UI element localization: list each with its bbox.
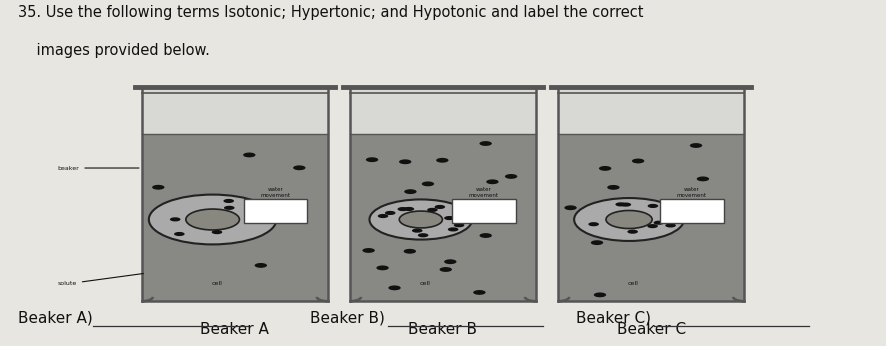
Circle shape bbox=[454, 223, 464, 227]
Text: water
movement: water movement bbox=[677, 187, 707, 198]
Bar bbox=[142, 134, 328, 301]
Circle shape bbox=[620, 202, 631, 207]
Circle shape bbox=[412, 229, 423, 233]
Text: water
movement: water movement bbox=[260, 187, 291, 198]
Text: Beaker B: Beaker B bbox=[408, 322, 478, 337]
Circle shape bbox=[648, 204, 658, 208]
Circle shape bbox=[366, 157, 378, 162]
Text: cell: cell bbox=[420, 281, 431, 286]
Circle shape bbox=[434, 205, 445, 209]
Circle shape bbox=[444, 259, 456, 264]
Circle shape bbox=[377, 214, 388, 218]
Text: 35. Use the following terms Isotonic; Hypertonic; and Hypotonic and label the co: 35. Use the following terms Isotonic; Hy… bbox=[18, 5, 643, 20]
Circle shape bbox=[588, 222, 599, 226]
Text: solute: solute bbox=[58, 273, 144, 286]
Circle shape bbox=[404, 249, 416, 254]
Circle shape bbox=[400, 211, 442, 228]
Bar bbox=[244, 199, 307, 223]
Bar bbox=[452, 199, 516, 223]
Circle shape bbox=[152, 185, 165, 190]
Text: cell: cell bbox=[212, 281, 222, 286]
Circle shape bbox=[616, 202, 626, 207]
Circle shape bbox=[473, 290, 486, 295]
Circle shape bbox=[594, 292, 606, 297]
Circle shape bbox=[505, 174, 517, 179]
Circle shape bbox=[654, 221, 664, 225]
Circle shape bbox=[186, 209, 239, 230]
Circle shape bbox=[627, 230, 638, 234]
Circle shape bbox=[690, 143, 703, 148]
Circle shape bbox=[369, 199, 472, 239]
Circle shape bbox=[447, 227, 458, 231]
Circle shape bbox=[669, 216, 680, 220]
Bar bbox=[558, 134, 744, 301]
Circle shape bbox=[665, 224, 676, 228]
Circle shape bbox=[422, 181, 434, 186]
Circle shape bbox=[591, 240, 603, 245]
Text: cell: cell bbox=[628, 281, 639, 286]
Circle shape bbox=[149, 194, 276, 244]
Circle shape bbox=[606, 210, 652, 228]
Circle shape bbox=[427, 208, 438, 212]
Circle shape bbox=[479, 141, 492, 146]
Circle shape bbox=[479, 233, 492, 238]
Text: Beaker B): Beaker B) bbox=[310, 310, 385, 325]
Circle shape bbox=[436, 158, 448, 163]
Text: images provided below.: images provided below. bbox=[18, 43, 210, 58]
Circle shape bbox=[404, 189, 416, 194]
Circle shape bbox=[398, 207, 408, 211]
Text: Beaker A: Beaker A bbox=[200, 322, 269, 337]
Circle shape bbox=[174, 232, 184, 236]
Circle shape bbox=[632, 158, 644, 163]
Text: beaker: beaker bbox=[58, 165, 139, 171]
Circle shape bbox=[362, 248, 375, 253]
Circle shape bbox=[662, 217, 672, 221]
Circle shape bbox=[254, 263, 267, 268]
Text: water
movement: water movement bbox=[469, 187, 499, 198]
Circle shape bbox=[599, 166, 611, 171]
Circle shape bbox=[385, 211, 395, 215]
Circle shape bbox=[377, 265, 389, 270]
Circle shape bbox=[293, 165, 306, 170]
Text: Beaker C): Beaker C) bbox=[576, 310, 651, 325]
Circle shape bbox=[564, 205, 577, 210]
Circle shape bbox=[388, 285, 400, 290]
Text: Beaker C: Beaker C bbox=[617, 322, 686, 337]
Circle shape bbox=[223, 199, 234, 203]
Circle shape bbox=[224, 206, 235, 210]
Circle shape bbox=[648, 224, 658, 228]
Bar bbox=[660, 199, 724, 223]
Circle shape bbox=[574, 198, 684, 241]
Bar bbox=[350, 134, 536, 301]
Circle shape bbox=[399, 160, 411, 164]
Bar bbox=[558, 86, 744, 134]
Circle shape bbox=[450, 216, 461, 220]
Circle shape bbox=[243, 153, 255, 157]
Bar bbox=[142, 86, 328, 134]
Circle shape bbox=[486, 179, 499, 184]
Circle shape bbox=[696, 176, 709, 181]
Circle shape bbox=[444, 216, 455, 220]
Circle shape bbox=[212, 230, 222, 234]
Circle shape bbox=[418, 233, 429, 237]
Circle shape bbox=[439, 267, 452, 272]
Text: Beaker A): Beaker A) bbox=[18, 310, 92, 325]
Bar bbox=[350, 86, 536, 134]
Circle shape bbox=[170, 217, 181, 221]
Circle shape bbox=[607, 185, 619, 190]
Circle shape bbox=[404, 207, 415, 211]
